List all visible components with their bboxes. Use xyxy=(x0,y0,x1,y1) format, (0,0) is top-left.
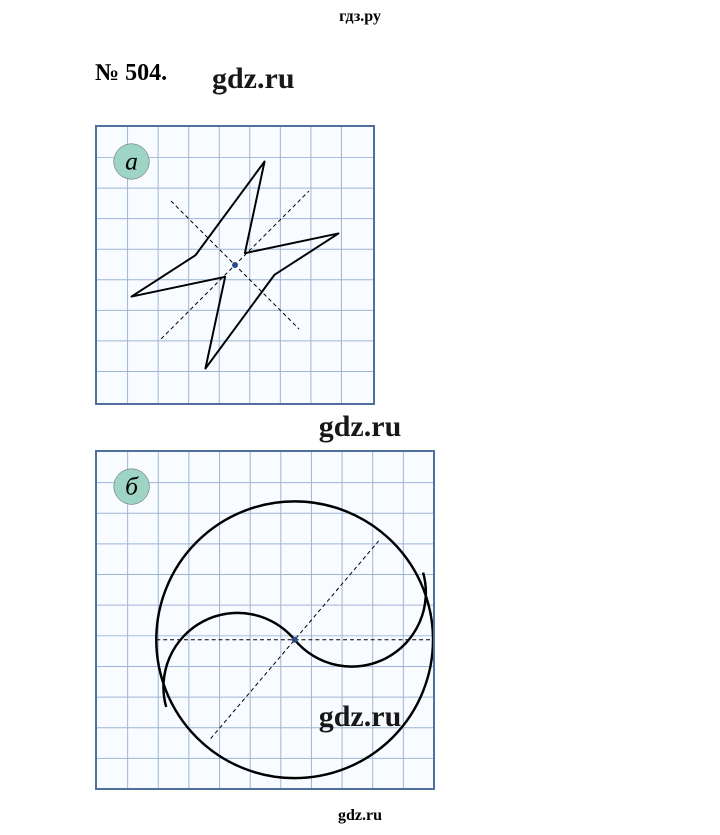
label-a: а xyxy=(125,146,138,175)
watermark-1: gdz.ru xyxy=(212,62,295,96)
problem-number: № 504. xyxy=(95,60,167,87)
figure-a-box: а xyxy=(95,125,375,405)
figure-a-svg: а xyxy=(97,127,373,403)
figure-b-box: б xyxy=(95,450,435,790)
footer-text: gdz.ru xyxy=(338,807,382,825)
watermark-3: gdz.ru xyxy=(319,700,402,734)
header-text: гдз.ру xyxy=(339,8,381,26)
watermark-2: gdz.ru xyxy=(319,410,402,444)
label-b: б xyxy=(125,471,139,500)
grid-b xyxy=(97,452,433,788)
center-dot-a xyxy=(232,262,238,268)
center-dot-b xyxy=(292,637,298,643)
figure-b-svg: б xyxy=(97,452,433,788)
